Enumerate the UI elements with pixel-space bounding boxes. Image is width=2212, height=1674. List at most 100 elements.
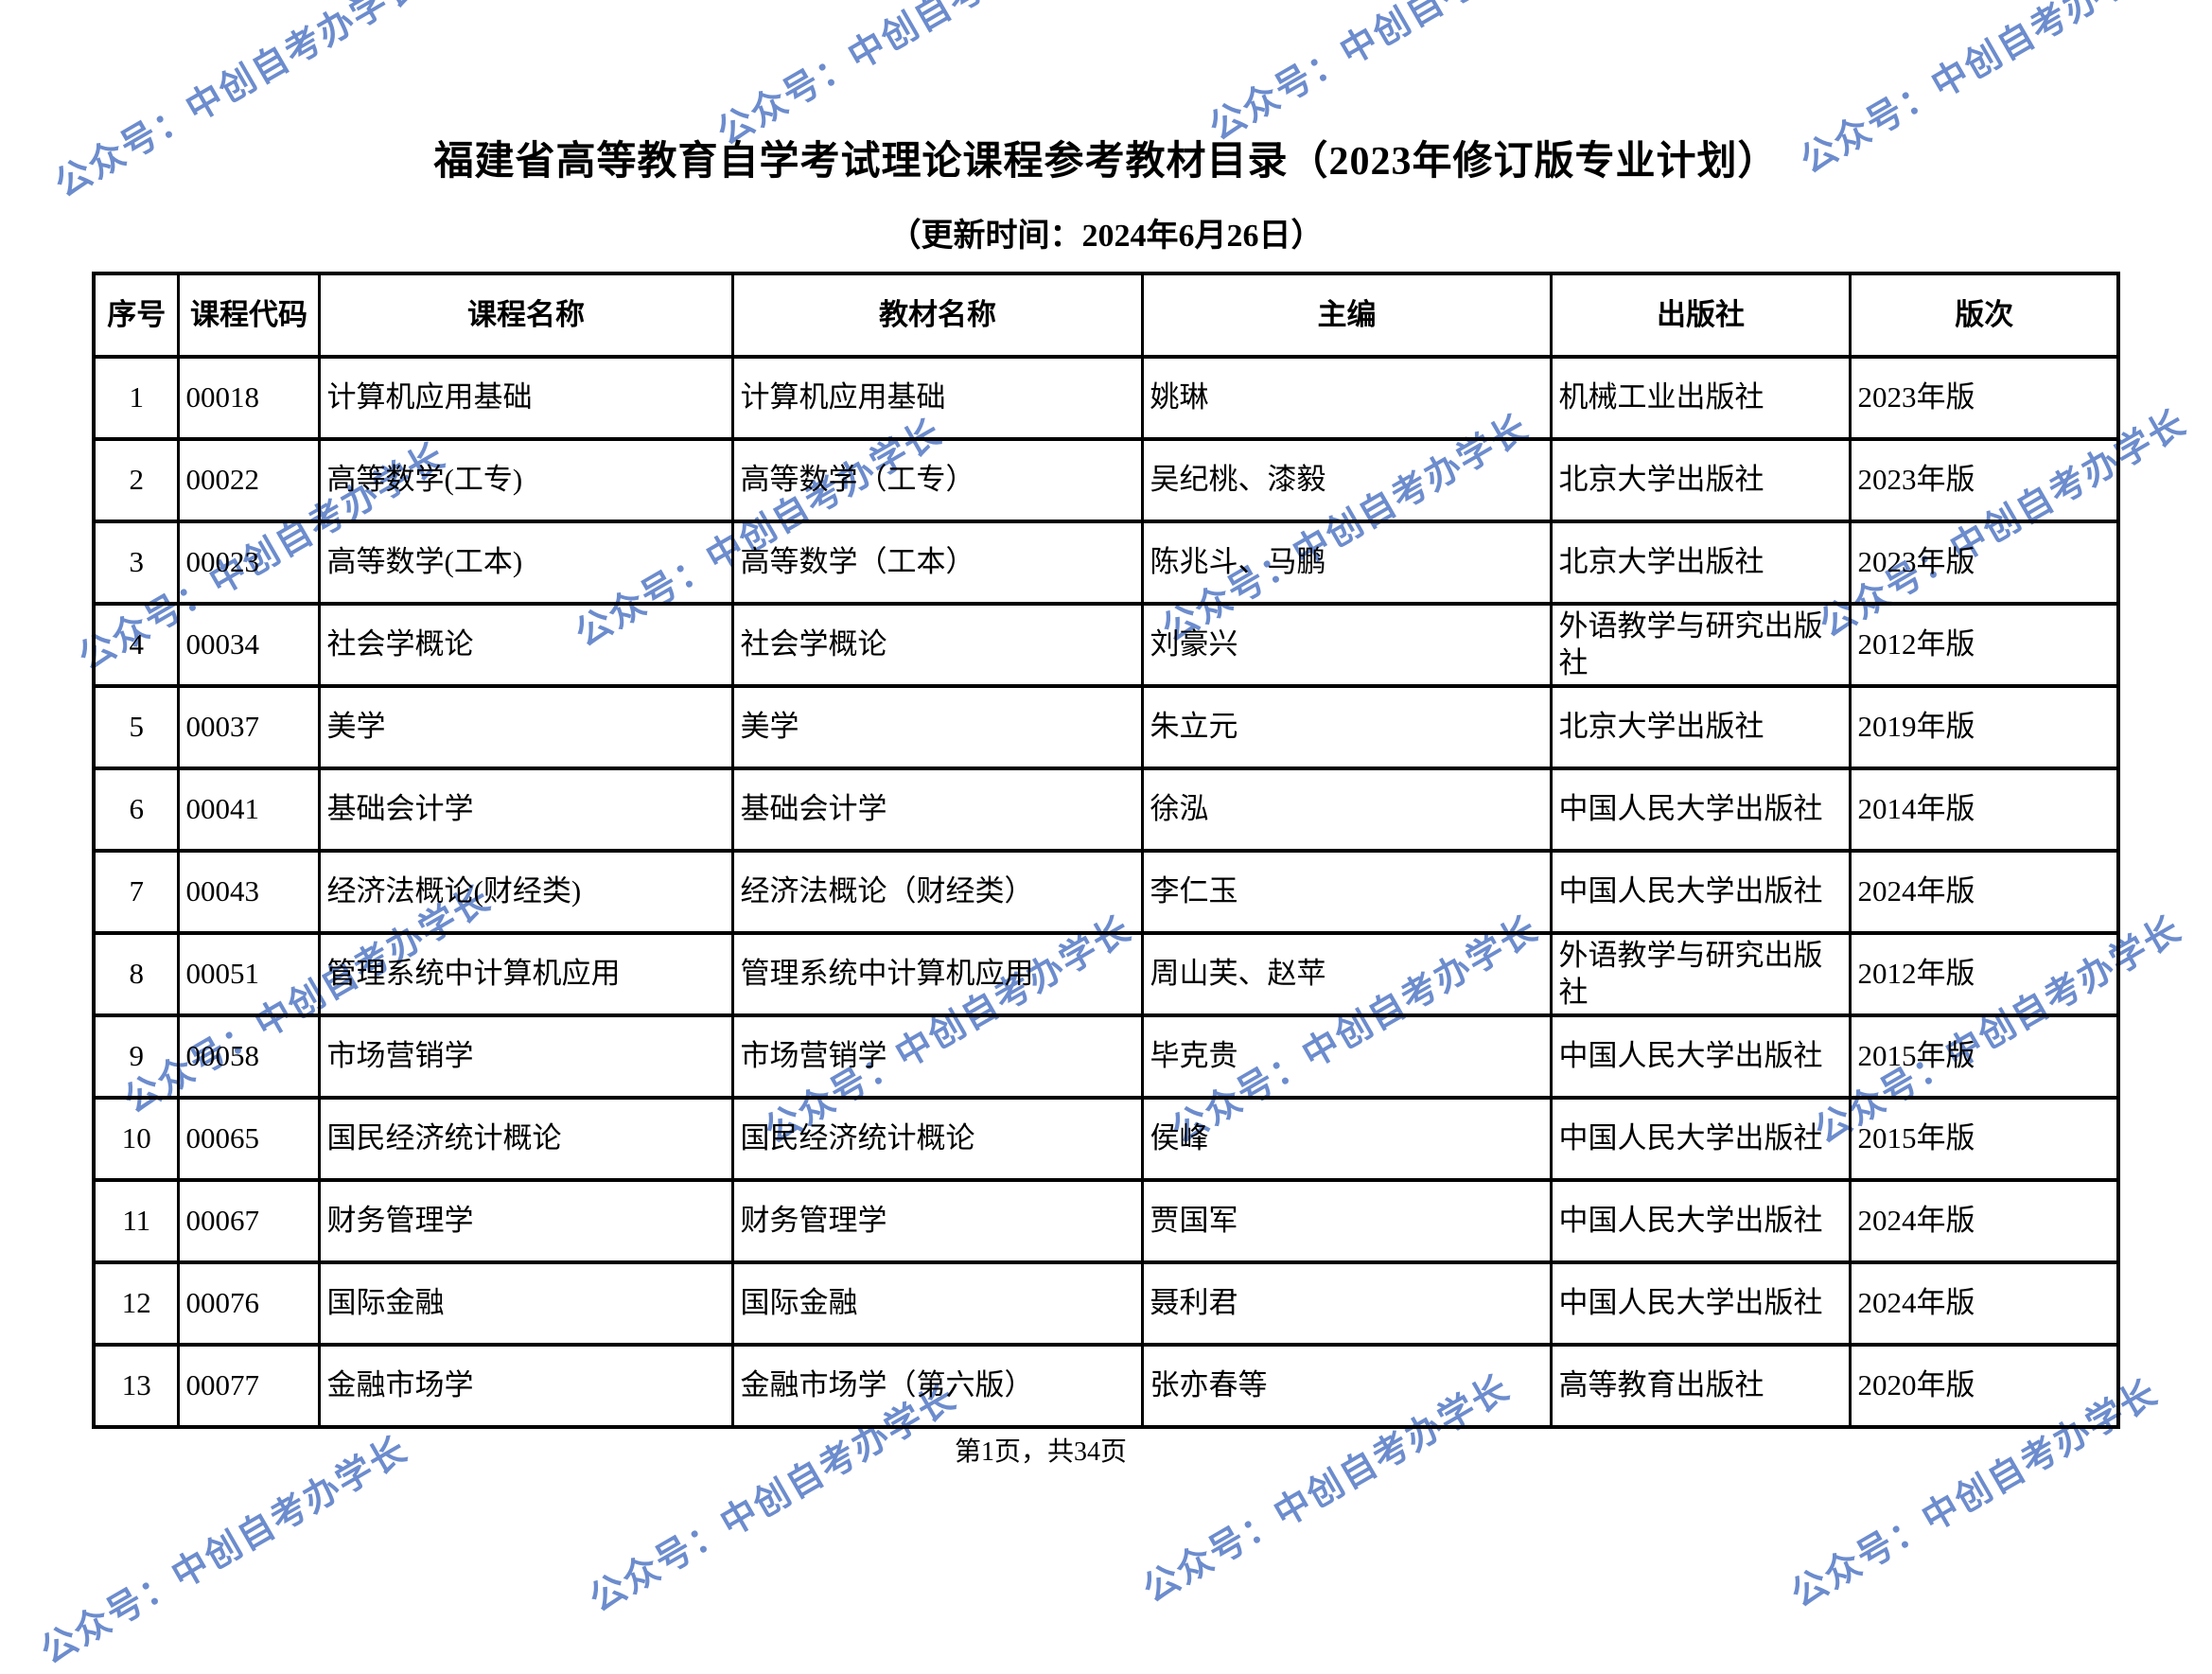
cell-textbook-name: 高等数学（工本） — [730, 520, 1144, 606]
cell-course-name: 社会学概论 — [317, 602, 734, 688]
cell-textbook-name: 基础会计学 — [730, 767, 1144, 853]
cell-textbook-name: 国际金融 — [730, 1260, 1144, 1347]
table-row: 11 00067 财务管理学 财务管理学 贾国军 中国人民大学出版社 2024年版 — [92, 1178, 2120, 1264]
table-row: 8 00051 管理系统中计算机应用 管理系统中计算机应用 周山芙、赵苹 外语教学与研究出… — [92, 931, 2120, 1017]
textbook-table: 序号 课程代码 课程名称 教材名称 主编 出版社 版次 1 00018 计算机应用基础 计算机应用… — [92, 272, 2120, 1429]
table-row: 9 00058 市场营销学 市场营销学 毕克贵 中国人民大学出版社 2015年版 — [92, 1013, 2120, 1100]
table-row: 2 00022 高等数学(工专) 高等数学（工专） 吴纪桃、漆毅 北京大学出版社 2023年… — [92, 437, 2120, 523]
cell-course-name: 高等数学(工本) — [317, 520, 734, 606]
cell-textbook-name: 国民经济统计概论 — [730, 1096, 1144, 1182]
table-row: 4 00034 社会学概论 社会学概论 刘豪兴 外语教学与研究出版社 2012年版 — [92, 602, 2120, 688]
cell-publisher: 中国人民大学出版社 — [1549, 1260, 1852, 1347]
cell-publisher: 北京大学出版社 — [1549, 520, 1852, 606]
cell-course-code: 00051 — [176, 931, 321, 1017]
cell-course-code: 00037 — [176, 684, 321, 770]
cell-chief-editor: 吴纪桃、漆毅 — [1140, 437, 1553, 523]
cell-edition: 2024年版 — [1848, 849, 2120, 935]
cell-seq: 3 — [92, 520, 180, 606]
header-row: 序号 课程代码 课程名称 教材名称 主编 出版社 版次 — [92, 272, 2120, 359]
cell-seq: 7 — [92, 849, 180, 935]
cell-course-code: 00067 — [176, 1178, 321, 1264]
cell-seq: 12 — [92, 1260, 180, 1347]
cell-chief-editor: 毕克贵 — [1140, 1013, 1553, 1100]
cell-edition: 2023年版 — [1848, 520, 2120, 606]
cell-chief-editor: 贾国军 — [1140, 1178, 1553, 1264]
cell-publisher: 机械工业出版社 — [1549, 355, 1852, 441]
watermark-text: 公众号：中创自考办学长 — [1203, 0, 1584, 150]
cell-course-code: 00018 — [176, 355, 321, 441]
cell-seq: 9 — [92, 1013, 180, 1100]
cell-publisher: 高等教育出版社 — [1549, 1343, 1852, 1429]
cell-seq: 2 — [92, 437, 180, 523]
cell-edition: 2024年版 — [1848, 1260, 2120, 1347]
cell-publisher: 中国人民大学出版社 — [1549, 1178, 1852, 1264]
cell-publisher: 中国人民大学出版社 — [1549, 1013, 1852, 1100]
cell-seq: 6 — [92, 767, 180, 853]
cell-textbook-name: 计算机应用基础 — [730, 355, 1144, 441]
cell-textbook-name: 管理系统中计算机应用 — [730, 931, 1144, 1017]
cell-textbook-name: 社会学概论 — [730, 602, 1144, 688]
cell-seq: 5 — [92, 684, 180, 770]
header-cell-textbook-name: 教材名称 — [730, 272, 1144, 359]
table-row: 6 00041 基础会计学 基础会计学 徐泓 中国人民大学出版社 2014年版 — [92, 767, 2120, 853]
cell-chief-editor: 侯峰 — [1140, 1096, 1553, 1182]
cell-course-code: 00023 — [176, 520, 321, 606]
table-row: 10 00065 国民经济统计概论 国民经济统计概论 侯峰 中国人民大学出版社 2015年版 — [92, 1096, 2120, 1182]
cell-seq: 8 — [92, 931, 180, 1017]
cell-seq: 10 — [92, 1096, 180, 1182]
cell-edition: 2019年版 — [1848, 684, 2120, 770]
cell-publisher: 外语教学与研究出版社 — [1549, 602, 1852, 688]
cell-chief-editor: 聂利君 — [1140, 1260, 1553, 1347]
table-row: 5 00037 美学 美学 朱立元 北京大学出版社 2019年版 — [92, 684, 2120, 770]
cell-course-name: 金融市场学 — [317, 1343, 734, 1429]
cell-textbook-name: 经济法概论（财经类） — [730, 849, 1144, 935]
cell-course-code: 00041 — [176, 767, 321, 853]
cell-chief-editor: 刘豪兴 — [1140, 602, 1553, 688]
cell-chief-editor: 徐泓 — [1140, 767, 1553, 853]
cell-publisher: 中国人民大学出版社 — [1549, 1096, 1852, 1182]
cell-course-name: 经济法概论(财经类) — [317, 849, 734, 935]
table-row: 3 00023 高等数学(工本) 高等数学（工本） 陈兆斗、马鹏 北京大学出版社 2023年… — [92, 520, 2120, 606]
cell-course-name: 财务管理学 — [317, 1178, 734, 1264]
cell-course-name: 高等数学(工专) — [317, 437, 734, 523]
cell-course-code: 00043 — [176, 849, 321, 935]
cell-course-code: 00034 — [176, 602, 321, 688]
cell-course-name: 计算机应用基础 — [317, 355, 734, 441]
cell-edition: 2012年版 — [1848, 602, 2120, 688]
cell-course-name: 国民经济统计概论 — [317, 1096, 734, 1182]
cell-course-code: 00058 — [176, 1013, 321, 1100]
cell-course-name: 国际金融 — [317, 1260, 734, 1347]
table-row: 12 00076 国际金融 国际金融 聂利君 中国人民大学出版社 2024年版 — [92, 1260, 2120, 1347]
table-row: 1 00018 计算机应用基础 计算机应用基础 姚琳 机械工业出版社 2023年版 — [92, 355, 2120, 441]
header-cell-course-code: 课程代码 — [176, 272, 321, 359]
cell-edition: 2024年版 — [1848, 1178, 2120, 1264]
cell-course-name: 管理系统中计算机应用 — [317, 931, 734, 1017]
cell-chief-editor: 陈兆斗、马鹏 — [1140, 520, 1553, 606]
cell-textbook-name: 财务管理学 — [730, 1178, 1144, 1264]
cell-course-name: 美学 — [317, 684, 734, 770]
cell-course-name: 市场营销学 — [317, 1013, 734, 1100]
cell-edition: 2015年版 — [1848, 1096, 2120, 1182]
cell-course-code: 00022 — [176, 437, 321, 523]
page-number: 第1页，共34页 — [954, 1437, 1127, 1467]
cell-chief-editor: 周山芙、赵苹 — [1140, 931, 1553, 1017]
cell-edition: 2020年版 — [1848, 1343, 2120, 1429]
cell-edition: 2014年版 — [1848, 767, 2120, 853]
cell-chief-editor: 张亦春等 — [1140, 1343, 1553, 1429]
cell-publisher: 北京大学出版社 — [1549, 684, 1852, 770]
cell-textbook-name: 金融市场学（第六版） — [730, 1343, 1144, 1429]
cell-chief-editor: 李仁玉 — [1140, 849, 1553, 935]
header-cell-edition: 版次 — [1848, 272, 2120, 359]
cell-seq: 1 — [92, 355, 180, 441]
cell-edition: 2023年版 — [1848, 437, 2120, 523]
page-subtitle: （更新时间：2024年6月26日） — [888, 219, 1324, 254]
cell-course-code: 00076 — [176, 1260, 321, 1347]
cell-edition: 2023年版 — [1848, 355, 2120, 441]
cell-edition: 2012年版 — [1848, 931, 2120, 1017]
header-cell-publisher: 出版社 — [1549, 272, 1852, 359]
cell-publisher: 中国人民大学出版社 — [1549, 849, 1852, 935]
header-cell-chief-editor: 主编 — [1140, 272, 1553, 359]
cell-chief-editor: 朱立元 — [1140, 684, 1553, 770]
cell-chief-editor: 姚琳 — [1140, 355, 1553, 441]
cell-textbook-name: 美学 — [730, 684, 1144, 770]
